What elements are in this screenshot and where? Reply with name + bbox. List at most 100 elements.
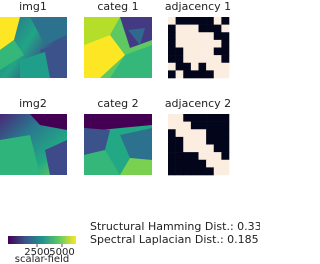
adjacency-cell — [168, 159, 176, 168]
image-categ-2 — [84, 114, 152, 175]
adjacency-cell — [213, 39, 222, 48]
adjacency-cell — [213, 121, 222, 130]
adjacency-cell — [183, 152, 192, 161]
adjacency-cell — [206, 136, 215, 145]
adjacency-cell — [175, 47, 184, 56]
adjacency-cell — [213, 114, 222, 122]
adjacency-cell — [198, 159, 207, 168]
adjacency-cell — [206, 152, 215, 161]
adjacency-cell — [175, 24, 184, 33]
adjacency-cell — [221, 129, 230, 138]
adjacency-cell — [213, 24, 222, 33]
adjacency-cell — [198, 167, 207, 176]
adjacency-cell — [183, 114, 192, 122]
adjacency-cell — [221, 39, 230, 48]
adjacency-cell — [183, 32, 192, 41]
colorbar-tick-label: 5000 — [49, 247, 74, 258]
adjacency-cell — [183, 17, 192, 25]
adjacency-cell — [221, 32, 230, 41]
adjacency-cell — [190, 17, 199, 25]
adjacency-cell — [221, 144, 230, 153]
adjacency-cell — [168, 47, 176, 56]
panel-title: adjacency 1 — [165, 0, 231, 13]
adjacency-cell — [190, 70, 199, 79]
adjacency-cell — [221, 121, 230, 130]
adjacency-cell — [168, 152, 176, 161]
metric-text: Structural Hamming Dist.: 0.333 — [90, 220, 260, 233]
adjacency-cell — [206, 17, 215, 25]
adjacency-cell — [175, 32, 184, 41]
adjacency-cell — [198, 152, 207, 161]
adjacency-cell — [213, 32, 222, 41]
adjacency-cell — [213, 70, 222, 79]
adjacency-cell — [206, 32, 215, 41]
colorbar-tick-label: 2500 — [24, 247, 49, 258]
adjacency-cell — [213, 47, 222, 56]
adjacency-cell — [183, 39, 192, 48]
adjacency-cell — [213, 62, 222, 71]
adjacency-cell — [206, 47, 215, 56]
adjacency-cell — [206, 70, 215, 79]
adjacency-cell — [168, 121, 176, 130]
adjacency-cell — [198, 32, 207, 41]
adjacency-cell — [206, 167, 215, 176]
figure: img1 categ 1 adjacency 1 img2 categ 2 adjacen… — [0, 0, 260, 264]
adjacency-cell — [198, 121, 207, 130]
adjacency-cell — [183, 136, 192, 145]
adjacency-cell — [190, 167, 199, 176]
image-img2 — [0, 114, 67, 175]
adjacency-cell — [168, 32, 176, 41]
adjacency-cell — [213, 129, 222, 138]
adjacency-cell — [206, 121, 215, 130]
adjacency-cell — [190, 62, 199, 71]
adjacency-cell — [175, 159, 184, 168]
colorbar — [8, 236, 76, 244]
adjacency-cell — [198, 70, 207, 79]
adjacency-cell — [221, 167, 230, 176]
adjacency-cell — [213, 17, 222, 25]
adjacency-cell — [190, 114, 199, 122]
adjacency-cell — [213, 144, 222, 153]
adjacency-cell — [183, 144, 192, 153]
adjacency-cell — [168, 17, 176, 25]
adjacency-cell — [168, 24, 176, 33]
adjacency-cell — [198, 39, 207, 48]
panel-title: img1 — [19, 0, 47, 13]
adjacency-cell — [175, 121, 184, 130]
adjacency-cell — [183, 129, 192, 138]
adjacency-cell — [198, 24, 207, 33]
adjacency-cell — [206, 62, 215, 71]
adjacency-cell — [168, 62, 176, 71]
adjacency-cell — [183, 24, 192, 33]
panel-title: categ 2 — [97, 97, 138, 110]
adjacency-cell — [190, 136, 199, 145]
adjacency-cell — [175, 62, 184, 71]
adjacency-cell — [168, 55, 176, 64]
adjacency-cell — [175, 17, 184, 25]
adjacency-cell — [175, 39, 184, 48]
adjacency-cell — [206, 39, 215, 48]
adjacency-cell — [213, 159, 222, 168]
adjacency-cell — [198, 17, 207, 25]
adjacency-cell — [190, 32, 199, 41]
adjacency-cell — [168, 129, 176, 138]
panel-title: categ 1 — [97, 0, 138, 13]
colorbar-label: scalar-field — [15, 254, 69, 264]
adjacency-cell — [168, 136, 176, 145]
adjacency-cell — [175, 55, 184, 64]
adjacency-cell — [221, 136, 230, 145]
image-img1 — [0, 17, 67, 78]
adjacency-cell — [221, 159, 230, 168]
adjacency-cell — [168, 70, 176, 79]
adjacency-cell — [183, 55, 192, 64]
panel-title: adjacency 2 — [165, 97, 231, 110]
image-categ-1 — [84, 17, 152, 78]
panel-title: img2 — [19, 97, 47, 110]
adjacency-cell — [175, 152, 184, 161]
adjacency-cell — [198, 136, 207, 145]
adjacency-cell — [190, 24, 199, 33]
adjacency-cell — [175, 129, 184, 138]
adjacency-cell — [190, 47, 199, 56]
adjacency-cell — [213, 152, 222, 161]
adjacency-cell — [221, 70, 230, 79]
